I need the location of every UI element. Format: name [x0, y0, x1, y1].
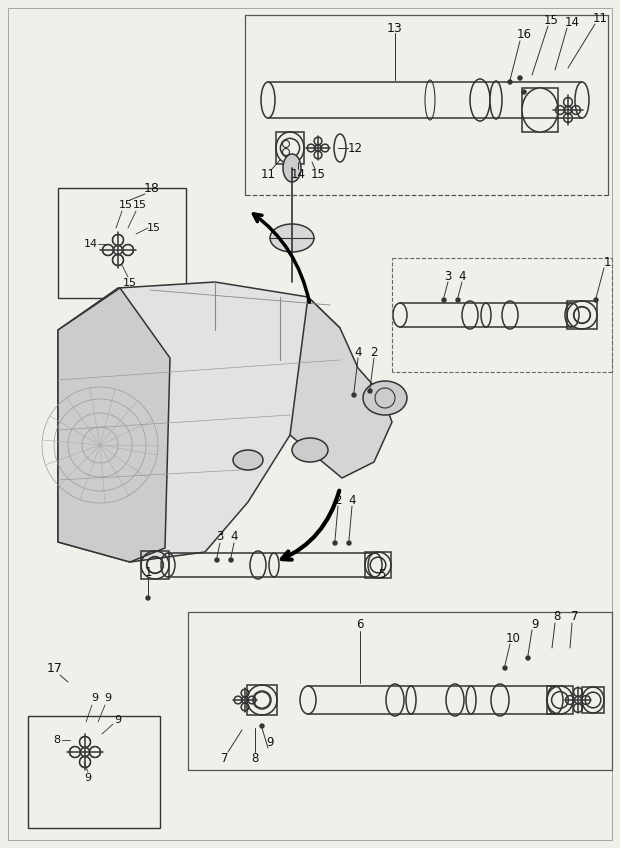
- Text: 2: 2: [334, 494, 342, 506]
- Bar: [58, 188, 186, 298]
- Ellipse shape: [466, 686, 476, 714]
- Text: 4: 4: [458, 270, 466, 282]
- Circle shape: [594, 298, 598, 302]
- Text: 15: 15: [311, 169, 326, 181]
- Text: 9: 9: [266, 735, 274, 749]
- Circle shape: [215, 558, 219, 562]
- Text: 16: 16: [516, 29, 531, 42]
- Text: 7: 7: [571, 611, 578, 623]
- Text: 11: 11: [593, 12, 608, 25]
- Text: 11: 11: [260, 169, 275, 181]
- Bar: [247, 685, 277, 715]
- Ellipse shape: [363, 381, 407, 415]
- Bar: [567, 301, 597, 329]
- Circle shape: [526, 656, 530, 660]
- Text: 18: 18: [144, 181, 160, 194]
- Ellipse shape: [446, 684, 464, 716]
- Circle shape: [333, 541, 337, 545]
- Bar: [141, 551, 169, 579]
- Ellipse shape: [425, 80, 435, 120]
- Ellipse shape: [406, 686, 416, 714]
- Text: 4: 4: [354, 345, 361, 359]
- Text: 9: 9: [104, 693, 112, 703]
- Ellipse shape: [502, 301, 518, 329]
- Text: 8: 8: [251, 751, 259, 765]
- Polygon shape: [58, 282, 345, 562]
- Ellipse shape: [462, 301, 478, 329]
- Text: 1: 1: [603, 255, 611, 269]
- Ellipse shape: [490, 81, 502, 119]
- Text: 9: 9: [84, 773, 92, 783]
- Bar: [582, 687, 604, 713]
- Polygon shape: [290, 297, 392, 478]
- Text: 1: 1: [144, 566, 152, 578]
- Ellipse shape: [491, 684, 509, 716]
- Ellipse shape: [470, 79, 490, 121]
- Text: 3: 3: [445, 270, 452, 282]
- Text: 14: 14: [84, 239, 98, 249]
- Text: 14: 14: [564, 15, 580, 29]
- Circle shape: [508, 80, 512, 84]
- Text: 12: 12: [347, 142, 363, 154]
- Text: 9: 9: [531, 617, 539, 631]
- Circle shape: [503, 666, 507, 670]
- Text: 7: 7: [221, 751, 229, 765]
- Bar: [547, 686, 573, 714]
- Ellipse shape: [250, 551, 266, 579]
- Text: 2: 2: [370, 345, 378, 359]
- Polygon shape: [58, 288, 170, 562]
- Text: 9: 9: [115, 715, 122, 725]
- Bar: [276, 132, 304, 164]
- Text: 13: 13: [387, 21, 403, 35]
- Bar: [522, 88, 558, 132]
- Text: 8: 8: [53, 735, 61, 745]
- Ellipse shape: [283, 154, 301, 182]
- Text: 8: 8: [553, 611, 560, 623]
- Ellipse shape: [481, 303, 491, 327]
- Circle shape: [456, 298, 460, 302]
- Text: 4: 4: [348, 494, 356, 506]
- Text: 15: 15: [123, 278, 137, 288]
- Text: 4: 4: [230, 531, 237, 544]
- Circle shape: [522, 90, 526, 94]
- Circle shape: [146, 596, 150, 600]
- Circle shape: [518, 76, 522, 80]
- Ellipse shape: [386, 684, 404, 716]
- Circle shape: [229, 558, 233, 562]
- Text: 15: 15: [544, 14, 559, 26]
- Text: 14: 14: [291, 169, 306, 181]
- Circle shape: [260, 724, 264, 728]
- Ellipse shape: [269, 553, 279, 577]
- Text: 15: 15: [147, 223, 161, 233]
- Text: 6: 6: [356, 618, 364, 632]
- Ellipse shape: [270, 224, 314, 252]
- Bar: [365, 552, 391, 578]
- Text: 9: 9: [91, 693, 99, 703]
- Circle shape: [352, 393, 356, 397]
- Circle shape: [368, 389, 372, 393]
- Text: 10: 10: [505, 632, 520, 644]
- Circle shape: [442, 298, 446, 302]
- Ellipse shape: [233, 450, 263, 470]
- Text: 15: 15: [133, 200, 147, 210]
- Bar: [28, 716, 160, 828]
- Text: 5: 5: [378, 568, 386, 582]
- Ellipse shape: [522, 88, 558, 132]
- Text: 3: 3: [216, 531, 224, 544]
- Circle shape: [347, 541, 351, 545]
- Ellipse shape: [292, 438, 328, 462]
- Text: 17: 17: [47, 661, 63, 674]
- Text: 15: 15: [119, 200, 133, 210]
